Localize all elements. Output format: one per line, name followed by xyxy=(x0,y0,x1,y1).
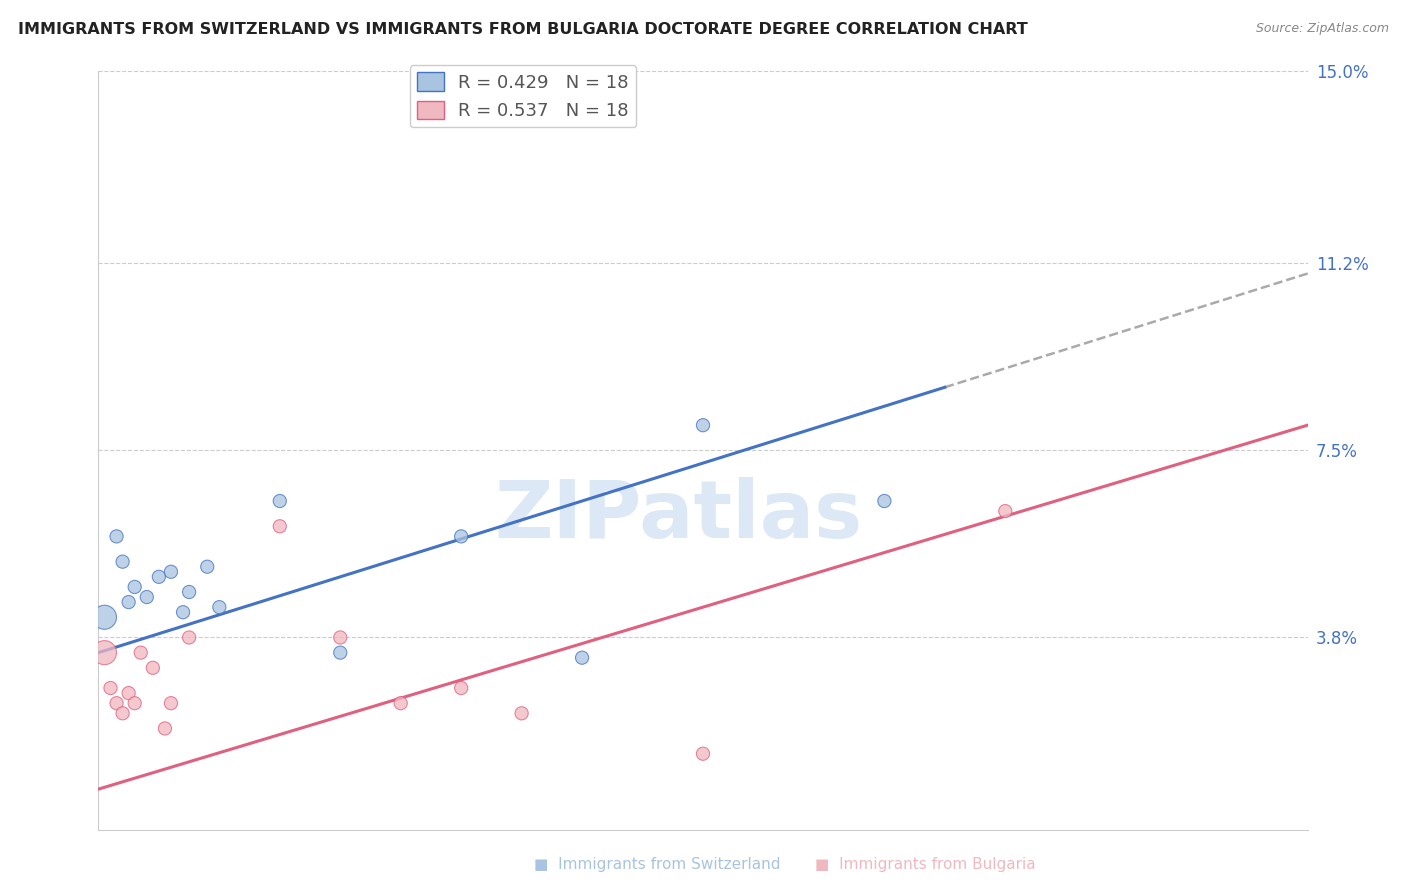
Point xyxy=(124,696,146,710)
Point xyxy=(195,559,218,574)
Point xyxy=(450,529,472,543)
Point xyxy=(179,585,201,599)
Point xyxy=(994,504,1017,518)
Point xyxy=(118,595,141,609)
Point xyxy=(160,565,183,579)
Legend: R = 0.429   N = 18, R = 0.537   N = 18: R = 0.429 N = 18, R = 0.537 N = 18 xyxy=(409,65,636,128)
Point xyxy=(269,494,291,508)
Point xyxy=(148,570,170,584)
Text: ■  Immigrants from Bulgaria: ■ Immigrants from Bulgaria xyxy=(815,857,1036,872)
Point xyxy=(172,605,194,619)
Text: ■  Immigrants from Switzerland: ■ Immigrants from Switzerland xyxy=(534,857,780,872)
Point xyxy=(111,706,134,721)
Point xyxy=(105,696,128,710)
Point xyxy=(692,418,714,433)
Point xyxy=(118,686,141,700)
Point xyxy=(142,661,165,675)
Text: Source: ZipAtlas.com: Source: ZipAtlas.com xyxy=(1256,22,1389,36)
Point xyxy=(93,610,115,624)
Point xyxy=(100,681,122,695)
Point xyxy=(571,650,593,665)
Text: IMMIGRANTS FROM SWITZERLAND VS IMMIGRANTS FROM BULGARIA DOCTORATE DEGREE CORRELA: IMMIGRANTS FROM SWITZERLAND VS IMMIGRANT… xyxy=(18,22,1028,37)
Point xyxy=(269,519,291,533)
Point xyxy=(510,706,533,721)
Point xyxy=(153,722,176,736)
Point xyxy=(692,747,714,761)
Point xyxy=(105,529,128,543)
Point xyxy=(111,555,134,569)
Point xyxy=(124,580,146,594)
Point xyxy=(160,696,183,710)
Text: ZIPatlas: ZIPatlas xyxy=(495,477,863,555)
Point xyxy=(450,681,472,695)
Point xyxy=(389,696,412,710)
Point xyxy=(93,646,115,660)
Point xyxy=(208,600,231,615)
Point xyxy=(129,646,152,660)
Point xyxy=(179,631,201,645)
Point xyxy=(135,590,157,604)
Point xyxy=(329,631,352,645)
Point xyxy=(873,494,896,508)
Point xyxy=(329,646,352,660)
